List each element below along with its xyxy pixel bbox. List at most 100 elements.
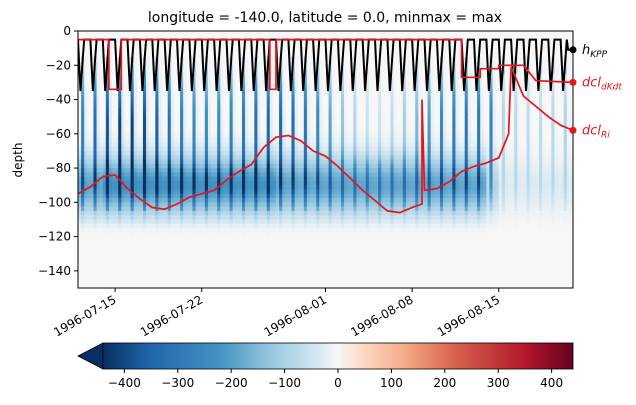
- heatmap-cell: [78, 206, 82, 212]
- heatmap-cell: [334, 43, 339, 49]
- heatmap-cell: [192, 99, 197, 105]
- heatmap-cell: [238, 236, 243, 242]
- heatmap-cell: [266, 180, 271, 186]
- heatmap-cell: [155, 215, 160, 221]
- heatmap-cell: [288, 275, 293, 281]
- heatmap-cell: [288, 215, 293, 221]
- heatmap-cell: [223, 258, 228, 263]
- heatmap-cell: [121, 108, 125, 113]
- heatmap-cell: [223, 108, 228, 113]
- heatmap-cell: [173, 52, 178, 58]
- heatmap-cell: [220, 69, 224, 75]
- heatmap-cell: [84, 86, 88, 92]
- heatmap-cell: [142, 270, 147, 276]
- heatmap-cell: [257, 90, 262, 96]
- heatmap-cell: [204, 215, 209, 221]
- heatmap-cell: [180, 270, 184, 276]
- heatmap-cell: [173, 266, 178, 272]
- heatmap-cell: [294, 133, 299, 139]
- heatmap-cell: [155, 159, 160, 165]
- heatmap-cell: [257, 73, 262, 79]
- heatmap-cell: [272, 258, 277, 263]
- heatmap-cell: [173, 228, 178, 233]
- heatmap-cell: [214, 168, 218, 173]
- heatmap-cell: [276, 245, 280, 251]
- heatmap-cell: [319, 198, 323, 203]
- heatmap-cell: [316, 236, 320, 242]
- heatmap-cell: [269, 35, 274, 41]
- heatmap-cell: [248, 112, 252, 118]
- heatmap-cell: [248, 150, 252, 156]
- heatmap-cell: [102, 52, 107, 58]
- heatmap-cell: [229, 270, 234, 276]
- heatmap-cell: [294, 159, 299, 165]
- heatmap-cell: [238, 253, 243, 259]
- heatmap-cell: [322, 155, 327, 161]
- heatmap-cell: [220, 176, 224, 182]
- heatmap-cell: [158, 266, 163, 272]
- heatmap-cell: [313, 215, 317, 221]
- heatmap-cell: [102, 103, 107, 109]
- heatmap-cell: [257, 275, 262, 281]
- heatmap-cell: [232, 129, 237, 135]
- heatmap-cell: [149, 219, 153, 225]
- heatmap-cell: [220, 206, 224, 212]
- heatmap-cell: [96, 206, 101, 212]
- heatmap-cell: [282, 39, 286, 45]
- heatmap-cell: [198, 48, 203, 54]
- heatmap-cell: [251, 39, 255, 45]
- heatmap-cell: [149, 35, 153, 41]
- heatmap-cell: [306, 31, 311, 36]
- heatmap-cell: [155, 168, 160, 173]
- heatmap-cell: [207, 43, 212, 49]
- heatmap-cell: [235, 219, 240, 225]
- heatmap-cell: [238, 116, 243, 122]
- heatmap-cell: [112, 279, 116, 285]
- heatmap-cell: [139, 283, 144, 288]
- heatmap-cell: [105, 112, 110, 118]
- heatmap-cell: [186, 99, 190, 105]
- heatmap-cell: [93, 185, 98, 191]
- heatmap-cell: [217, 86, 221, 92]
- heatmap-cell: [285, 270, 289, 276]
- heatmap-cell: [87, 223, 91, 229]
- heatmap-cell: [226, 185, 231, 191]
- heatmap-cell: [211, 48, 215, 54]
- heatmap-cell: [152, 155, 156, 161]
- heatmap-cell: [207, 146, 212, 152]
- heatmap-cell: [257, 198, 262, 203]
- heatmap-cell: [121, 48, 125, 54]
- heatmap-cell: [136, 78, 141, 83]
- heatmap-cell: [96, 193, 101, 199]
- heatmap-cell: [96, 189, 101, 195]
- heatmap-cell: [328, 108, 333, 113]
- heatmap-cell: [177, 189, 181, 195]
- heatmap-cell: [300, 142, 305, 148]
- heatmap-cell: [96, 180, 101, 186]
- heatmap-cell: [294, 206, 299, 212]
- heatmap-cell: [245, 129, 249, 135]
- heatmap-cell: [161, 198, 166, 203]
- heatmap-cell: [121, 279, 125, 285]
- heatmap-cell: [121, 146, 125, 152]
- heatmap-cell: [279, 245, 283, 251]
- heatmap-cell: [220, 253, 224, 259]
- heatmap-cell: [214, 172, 218, 178]
- heatmap-cell: [102, 112, 107, 118]
- heatmap-cell: [78, 275, 82, 281]
- heatmap-cell: [260, 48, 265, 54]
- heatmap-cell: [291, 125, 296, 131]
- heatmap-cell: [328, 168, 333, 173]
- heatmap-cell: [322, 270, 327, 276]
- heatmap-cell: [319, 210, 323, 216]
- heatmap-cell: [118, 90, 122, 96]
- heatmap-cell: [155, 120, 160, 126]
- heatmap-cell: [90, 253, 95, 259]
- heatmap-cell: [87, 206, 91, 212]
- heatmap-cell: [282, 82, 286, 88]
- heatmap-cell: [282, 150, 286, 156]
- heatmap-cell: [170, 262, 175, 268]
- heatmap-cell: [152, 168, 156, 173]
- heatmap-cell: [306, 60, 311, 66]
- heatmap-cell: [102, 129, 107, 135]
